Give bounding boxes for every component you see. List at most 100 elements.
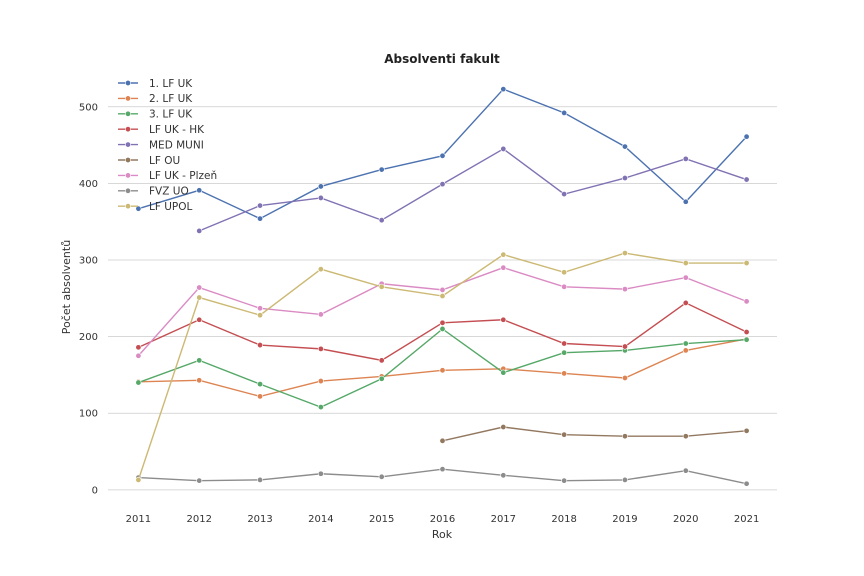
data-point [378, 375, 385, 382]
axes: 0 100 200 300 400 500 2011 2012 2013 2014 2015 2016… [79, 102, 759, 525]
legend-marker [125, 141, 132, 148]
data-point [500, 316, 507, 323]
data-point [682, 260, 689, 267]
data-point [439, 293, 446, 300]
x-tick-label: 2014 [308, 514, 333, 525]
data-point [257, 381, 264, 388]
data-point [621, 476, 628, 483]
data-point [317, 470, 324, 477]
y-tick-label: 100 [79, 409, 98, 420]
data-point [135, 379, 142, 386]
data-point [196, 316, 203, 323]
data-point [621, 286, 628, 293]
data-point [439, 367, 446, 374]
data-point [378, 357, 385, 364]
data-point [561, 191, 568, 198]
data-point [378, 283, 385, 290]
data-point [378, 166, 385, 173]
data-point [743, 329, 750, 336]
data-point [196, 377, 203, 384]
data-point [682, 433, 689, 440]
series-7 [135, 466, 750, 487]
data-point [500, 86, 507, 93]
x-tick-label: 2015 [369, 514, 394, 525]
data-point [135, 344, 142, 351]
legend-label: 2. LF UK [149, 93, 193, 105]
legend-item: LF UK - HK [118, 124, 205, 136]
legend-item: LF UK - Plzeň [118, 170, 217, 182]
legend-marker [125, 95, 132, 102]
legend-label: LF OU [149, 155, 180, 167]
data-point [439, 181, 446, 188]
legend-label: LF UK - HK [149, 124, 205, 136]
data-point [743, 480, 750, 487]
legend-item: 1. LF UK [118, 78, 193, 90]
data-point [743, 336, 750, 343]
legend-label: FVZ UO [149, 186, 189, 198]
chart-title: Absolventi fakult [384, 52, 500, 66]
data-point [561, 109, 568, 116]
data-point [317, 266, 324, 273]
data-point [196, 187, 203, 194]
y-tick-label: 300 [79, 256, 98, 267]
series-line [442, 426, 747, 442]
series-1 [135, 335, 750, 400]
data-point [500, 145, 507, 152]
data-point [135, 352, 142, 359]
legend-marker [125, 187, 132, 194]
data-point [135, 205, 142, 212]
data-point [317, 404, 324, 411]
data-point [500, 472, 507, 479]
data-point [439, 319, 446, 326]
legend-label: 1. LF UK [149, 78, 193, 90]
x-tick-label: 2012 [187, 514, 212, 525]
legend-item: 3. LF UK [118, 109, 193, 121]
x-tick-label: 2019 [612, 514, 637, 525]
data-point [743, 298, 750, 305]
data-point [743, 260, 750, 267]
legend-item: MED MUNI [118, 139, 204, 151]
x-tick-label: 2016 [430, 514, 455, 525]
series-4 [196, 145, 750, 234]
data-point [743, 427, 750, 434]
legend-label: MED MUNI [149, 139, 204, 151]
legend-marker [125, 110, 132, 117]
data-point [317, 194, 324, 201]
series-6 [135, 264, 750, 359]
data-point [500, 264, 507, 271]
series-2 [135, 325, 750, 411]
data-point [439, 286, 446, 293]
data-point [621, 374, 628, 381]
data-point [561, 370, 568, 377]
data-point [682, 347, 689, 354]
data-point [439, 325, 446, 332]
data-point [682, 155, 689, 162]
legend-marker [125, 203, 132, 210]
data-point [500, 424, 507, 431]
data-point [621, 143, 628, 150]
legend-marker [125, 126, 132, 133]
data-point [317, 345, 324, 352]
data-point [257, 342, 264, 349]
legend-label: LF UK - Plzeň [149, 170, 217, 182]
data-point [135, 476, 142, 483]
data-point [378, 473, 385, 480]
legend-item: LF OU [118, 155, 180, 167]
legend-label: LF UPOL [149, 201, 193, 213]
data-point [317, 183, 324, 190]
x-tick-label: 2020 [673, 514, 698, 525]
data-point [682, 198, 689, 205]
series-line [137, 266, 747, 357]
data-point [196, 357, 203, 364]
y-tick-label: 200 [79, 332, 98, 343]
data-point [621, 250, 628, 257]
series-line [198, 148, 747, 232]
series-8 [135, 250, 750, 483]
data-point [561, 269, 568, 276]
y-axis-label: Počet absolventů [60, 240, 73, 334]
y-tick-label: 0 [92, 485, 98, 496]
data-point [743, 176, 750, 183]
series-5 [439, 424, 750, 444]
data-point [561, 431, 568, 438]
